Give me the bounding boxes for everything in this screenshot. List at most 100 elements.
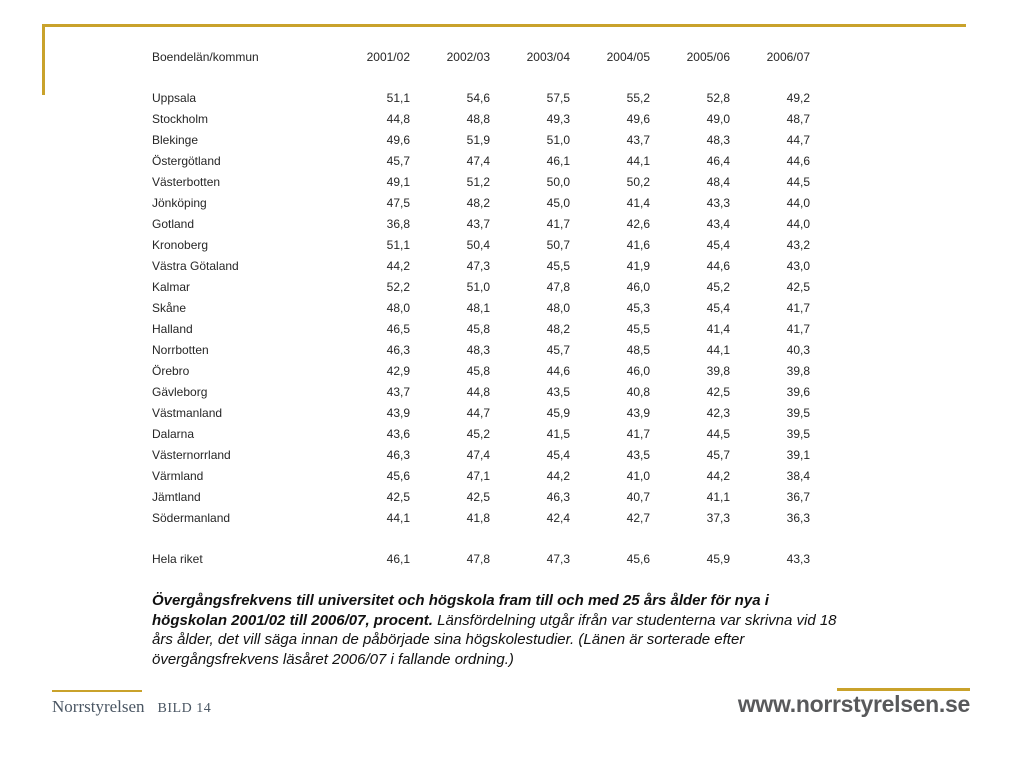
value-cell: 43,6 [386, 426, 410, 441]
value-cell: 39,5 [786, 426, 810, 441]
value-cell: 44,1 [386, 510, 410, 525]
left-accent-line [42, 24, 45, 95]
spacer-row [152, 528, 810, 548]
value-cell: 42,9 [386, 363, 410, 378]
table-row: Värmland 45,6 47,1 44,2 41,0 44,2 38,4 [152, 465, 810, 486]
value-cell: 41,4 [706, 321, 730, 336]
value-cell: 39,1 [786, 447, 810, 462]
value-cell: 46,0 [626, 279, 650, 294]
value-cell: 40,3 [786, 342, 810, 357]
value-cell: 46,3 [546, 489, 570, 504]
column-header-region: Boendelän/kommun [152, 49, 259, 64]
value-cell: 49,1 [386, 174, 410, 189]
value-cell: 52,8 [706, 90, 730, 105]
value-cell: 43,9 [626, 405, 650, 420]
value-cell: 45,5 [626, 321, 650, 336]
table-row: Södermanland 44,1 41,8 42,4 42,7 37,3 36,3 [152, 507, 810, 528]
value-cell: 41,7 [786, 300, 810, 315]
value-cell: 44,0 [786, 216, 810, 231]
value-cell: 43,4 [706, 216, 730, 231]
value-cell: 42,4 [546, 510, 570, 525]
region-name-cell: Blekinge [152, 132, 199, 147]
value-cell: 48,7 [786, 111, 810, 126]
region-name-cell: Gävleborg [152, 384, 208, 399]
value-cell: 44,2 [386, 258, 410, 273]
value-cell: 41,5 [546, 426, 570, 441]
top-accent-line [42, 24, 966, 27]
value-cell: 41,4 [626, 195, 650, 210]
table-row: Gotland 36,8 43,7 41,7 42,6 43,4 44,0 [152, 213, 810, 234]
value-cell: 49,0 [706, 111, 730, 126]
spacer-cell [152, 528, 810, 548]
value-cell: 44,6 [786, 153, 810, 168]
region-name-cell: Örebro [152, 363, 190, 378]
table-row: Gävleborg 43,7 44,8 43,5 40,8 42,5 39,6 [152, 381, 810, 402]
value-cell: 42,5 [786, 279, 810, 294]
value-cell: 45,7 [386, 153, 410, 168]
value-cell: 45,4 [706, 300, 730, 315]
value-cell: 45,4 [546, 447, 570, 462]
region-name-cell: Södermanland [152, 510, 231, 525]
value-cell: 51,0 [546, 132, 570, 147]
footer-left: Norrstyrelsen BILD 14 [52, 697, 211, 717]
value-cell: 42,5 [706, 384, 730, 399]
spacer-cell [152, 67, 810, 87]
organization-name: Norrstyrelsen [52, 697, 145, 716]
value-cell: 51,1 [386, 237, 410, 252]
value-cell: 41,7 [546, 216, 570, 231]
value-cell: 47,4 [466, 153, 490, 168]
value-cell: 46,3 [386, 342, 410, 357]
value-cell: 44,2 [706, 468, 730, 483]
table-row: Halland 46,5 45,8 48,2 45,5 41,4 41,7 [152, 318, 810, 339]
value-cell: 50,7 [546, 237, 570, 252]
table-row: Jönköping 47,5 48,2 45,0 41,4 43,3 44,0 [152, 192, 810, 213]
value-cell: 47,1 [466, 468, 490, 483]
total-row: Hela riket 46,1 47,8 47,3 45,6 45,9 43,3 [152, 548, 810, 569]
value-cell: 51,1 [386, 90, 410, 105]
value-cell: 43,5 [626, 447, 650, 462]
value-cell: 49,6 [626, 111, 650, 126]
value-cell: 45,6 [626, 551, 650, 566]
value-cell: 45,0 [546, 195, 570, 210]
table-caption: Övergångsfrekvens till universitet och h… [152, 591, 842, 669]
column-header-year: 2005/06 [686, 49, 730, 64]
region-name-cell: Västernorrland [152, 447, 231, 462]
value-cell: 36,7 [786, 489, 810, 504]
value-cell: 45,9 [546, 405, 570, 420]
value-cell: 43,7 [466, 216, 490, 231]
value-cell: 39,8 [786, 363, 810, 378]
region-name-cell: Västra Götaland [152, 258, 239, 273]
table-header-row: Boendelän/kommun 2001/02 2002/03 2003/04 200… [152, 46, 810, 67]
value-cell: 47,3 [546, 551, 570, 566]
value-cell: 44,8 [386, 111, 410, 126]
value-cell: 52,2 [386, 279, 410, 294]
value-cell: 44,0 [786, 195, 810, 210]
spacer-row [152, 67, 810, 87]
value-cell: 41,0 [626, 468, 650, 483]
value-cell: 46,0 [626, 363, 650, 378]
region-name-cell: Östergötland [152, 153, 221, 168]
region-name-cell: Västmanland [152, 405, 223, 420]
value-cell: 45,5 [546, 258, 570, 273]
table-header: Boendelän/kommun 2001/02 2002/03 2003/04 200… [152, 46, 810, 67]
table-row: Blekinge 49,6 51,9 51,0 43,7 48,3 44,7 [152, 129, 810, 150]
column-header-year: 2001/02 [366, 49, 410, 64]
region-name-cell: Gotland [152, 216, 195, 231]
value-cell: 46,4 [706, 153, 730, 168]
value-cell: 55,2 [626, 90, 650, 105]
column-header-year: 2006/07 [766, 49, 810, 64]
value-cell: 45,2 [466, 426, 490, 441]
value-cell: 48,2 [466, 195, 490, 210]
value-cell: 50,2 [626, 174, 650, 189]
value-cell: 45,8 [466, 363, 490, 378]
value-cell: 48,0 [546, 300, 570, 315]
value-cell: 43,7 [626, 132, 650, 147]
caption-title: Övergångsfrekvens till universitet och h… [152, 592, 769, 629]
value-cell: 39,8 [706, 363, 730, 378]
column-header-year: 2002/03 [446, 49, 490, 64]
value-cell: 43,7 [386, 384, 410, 399]
value-cell: 36,8 [386, 216, 410, 231]
value-cell: 54,6 [466, 90, 490, 105]
table-row: Jämtland 42,5 42,5 46,3 40,7 41,1 36,7 [152, 486, 810, 507]
